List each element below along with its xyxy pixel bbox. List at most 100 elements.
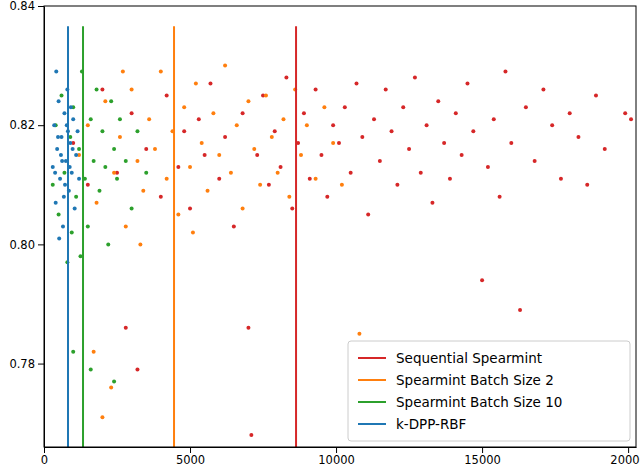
point	[217, 177, 221, 181]
legend-label: k-DPP-RBF	[396, 416, 466, 432]
point	[235, 123, 239, 127]
point	[559, 177, 563, 181]
point	[425, 123, 429, 127]
point	[401, 105, 405, 109]
point	[413, 76, 417, 80]
vertical-line	[173, 26, 175, 447]
tick-mark	[38, 6, 44, 7]
point	[255, 153, 259, 157]
point	[211, 111, 215, 115]
point	[53, 171, 57, 175]
point	[63, 183, 67, 187]
point	[241, 111, 245, 115]
point	[246, 99, 250, 103]
point	[395, 183, 399, 187]
legend-swatch	[358, 423, 386, 425]
point	[568, 111, 572, 115]
point	[349, 171, 353, 175]
legend: Sequential SpearmintSpearmint Batch Size…	[348, 341, 630, 441]
point	[62, 171, 66, 175]
tick-label: 0.80	[9, 238, 35, 252]
tick-label: 5000	[176, 453, 205, 467]
point	[79, 254, 83, 258]
point	[273, 129, 277, 133]
legend-box	[348, 341, 630, 441]
point	[70, 171, 74, 175]
point	[454, 111, 458, 115]
point	[503, 70, 507, 74]
point	[442, 141, 446, 145]
tick: 20000	[610, 447, 640, 467]
legend-label: Spearmint Batch Size 10	[396, 394, 562, 410]
point	[95, 87, 99, 91]
point	[308, 177, 312, 181]
point	[357, 332, 361, 336]
point	[191, 230, 195, 234]
series	[51, 70, 81, 241]
tick-mark	[38, 364, 44, 365]
point	[325, 195, 329, 199]
series	[51, 70, 148, 384]
point	[176, 165, 180, 169]
point	[498, 195, 502, 199]
point	[203, 153, 207, 157]
point	[153, 147, 157, 151]
point	[509, 141, 513, 145]
point	[448, 177, 452, 181]
tick-mark	[190, 447, 191, 453]
point	[197, 117, 201, 121]
point	[223, 135, 227, 139]
tick: 0.84	[9, 0, 44, 13]
point	[112, 379, 116, 383]
point	[340, 183, 344, 187]
point	[182, 105, 186, 109]
point	[246, 326, 250, 330]
point	[252, 147, 256, 151]
point	[121, 70, 125, 74]
tick-mark	[38, 244, 44, 245]
point	[118, 135, 122, 139]
point	[305, 123, 309, 127]
point	[106, 242, 110, 246]
point	[86, 225, 90, 229]
point	[331, 123, 335, 127]
chart: 050001000015000200000.780.800.820.84Sequ…	[0, 0, 640, 471]
point	[337, 141, 341, 145]
point	[92, 350, 96, 354]
point	[550, 123, 554, 127]
point	[188, 207, 192, 211]
point	[249, 433, 253, 437]
x-axis: 05000100001500020000	[41, 447, 640, 467]
point	[54, 70, 58, 74]
point	[70, 230, 74, 234]
point	[331, 141, 335, 145]
point	[378, 159, 382, 163]
point	[165, 93, 169, 97]
point	[360, 135, 364, 139]
point	[287, 195, 291, 199]
point	[124, 159, 128, 163]
plot-area	[51, 26, 633, 447]
point	[407, 147, 411, 151]
point	[390, 129, 394, 133]
point	[533, 159, 537, 163]
point	[603, 147, 607, 151]
point	[89, 117, 93, 121]
tick-label: 0.78	[9, 357, 35, 371]
point	[270, 135, 274, 139]
point	[124, 326, 128, 330]
point	[97, 189, 101, 193]
point	[232, 225, 236, 229]
point	[208, 81, 212, 85]
point	[60, 135, 64, 139]
point	[279, 165, 283, 169]
point	[319, 153, 323, 157]
series	[77, 64, 361, 420]
point	[115, 177, 119, 181]
point	[585, 183, 589, 187]
point	[480, 278, 484, 282]
point	[159, 195, 163, 199]
point	[217, 153, 221, 157]
axis-line	[44, 7, 45, 448]
point	[594, 93, 598, 97]
